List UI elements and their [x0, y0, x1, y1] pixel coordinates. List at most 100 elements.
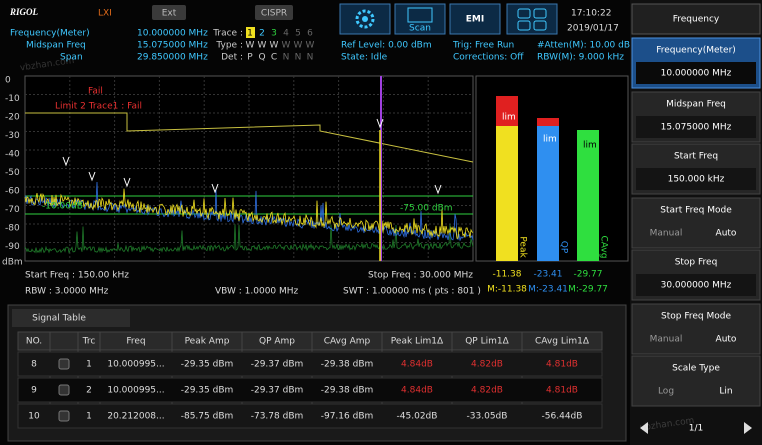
menu-title-box — [631, 3, 761, 35]
table-cell: -97.16 dBm — [321, 412, 374, 422]
page-indicator: 1/1 — [689, 424, 703, 434]
row-checkbox[interactable] — [58, 358, 70, 370]
menu: Frequency Frequency(Meter) 10.000000 MHz Mi… — [630, 0, 762, 445]
layout-icon — [517, 20, 531, 31]
page-next[interactable] — [744, 422, 752, 434]
menu-item-label: Stop Freq — [675, 258, 718, 268]
trace-trace_nums: 1 — [247, 29, 253, 39]
scan-button[interactable] — [394, 3, 446, 35]
y-tick-label: -60 — [5, 187, 20, 197]
trace-label: Trace : — [212, 29, 243, 39]
meter-bar — [537, 126, 559, 261]
menu-value-box — [636, 62, 756, 84]
table-cell: -56.44dB — [542, 412, 583, 422]
column-header: QP Lim1Δ — [465, 337, 509, 347]
menu-item-label: Midspan Freq — [666, 100, 726, 110]
stop-freq: Stop Freq : 30.000 MHz — [368, 271, 473, 281]
menu-title: Frequency — [673, 15, 720, 25]
trig: Trig: Free Run — [452, 41, 514, 51]
trace-trace_nums: 2 — [259, 29, 265, 39]
trace-dets: C — [271, 53, 277, 63]
y-tick-label: -30 — [5, 131, 20, 141]
table-cell: 4.84dB — [401, 386, 433, 396]
table-cell: 4.84dB — [401, 360, 433, 370]
menu-item-value: 150.000 kHz — [668, 175, 725, 185]
menu-option[interactable]: Manual — [650, 229, 683, 239]
swt: SWT : 1.00000 ms ( pts : 801 ) — [343, 287, 481, 297]
row-checkbox[interactable] — [58, 384, 70, 396]
y-tick-label: 0 — [5, 76, 11, 86]
limit-status: Limit 2 Trace1 : Fail — [55, 102, 142, 112]
signal-table-title: Signal Table — [32, 314, 86, 324]
menu-value-box — [636, 274, 756, 296]
menu-option[interactable]: Manual — [650, 335, 683, 345]
menu-option[interactable]: Auto — [716, 335, 737, 345]
ext-button[interactable] — [152, 5, 186, 20]
table-cell: -29.38 dBm — [321, 386, 374, 396]
trace-trace_nums: 5 — [295, 29, 301, 39]
table-cell: 10 — [28, 412, 40, 422]
emi-label: EMI — [466, 15, 484, 25]
menu-item-label: Start Freq — [674, 152, 718, 162]
menu-value-box — [636, 116, 756, 138]
menu-item-label: Start Freq Mode — [660, 206, 732, 216]
atten: #Atten(M): 10.00 dB — [537, 41, 630, 51]
det-label: Det : — [221, 53, 243, 63]
start-freq: Start Freq : 150.00 kHz — [25, 271, 129, 281]
peak-marker — [62, 156, 70, 167]
table-cell: 9 — [31, 386, 37, 396]
meter-bar — [577, 130, 599, 261]
meter-lim: lim — [543, 135, 557, 145]
menu-option[interactable]: Lin — [719, 387, 732, 397]
table-cell: -29.35 dBm — [181, 360, 234, 370]
cispr-button[interactable] — [255, 5, 293, 20]
table-cell: 4.82dB — [471, 360, 503, 370]
meter-over — [537, 118, 559, 126]
peak-marker — [434, 184, 442, 195]
meter-lim: lim — [502, 113, 516, 123]
trace-trace_nums: 4 — [283, 29, 289, 39]
date: 2019/01/17 — [567, 24, 619, 34]
table-cell: -45.02dB — [397, 412, 438, 422]
table-cell: 2 — [86, 386, 92, 396]
table-header — [17, 331, 603, 351]
column-header: Peak Amp — [185, 337, 230, 347]
trace — [24, 224, 474, 254]
trace-info: 1 2 3 4 5 6W W W W W WP Q C N N N — [246, 27, 315, 63]
menu-item[interactable] — [631, 303, 761, 355]
meter-name: QP — [559, 241, 569, 254]
table-cell: -29.37 dBm — [251, 386, 304, 396]
signal-table-tab[interactable] — [12, 309, 130, 327]
column-header: CAvg Lim1Δ — [535, 337, 590, 347]
table-cell: 4.82dB — [471, 386, 503, 396]
y-tick-label: -40 — [5, 150, 20, 160]
table-row — [17, 377, 603, 403]
gear-center — [362, 16, 368, 22]
meter-name: Peak — [518, 236, 528, 258]
trace-dets: P — [247, 53, 253, 63]
ext-label: Ext — [162, 9, 177, 19]
menu-item[interactable] — [631, 197, 761, 249]
scan-label: Scan — [409, 24, 431, 34]
layout-button[interactable] — [506, 3, 558, 35]
column-header: Peak Lim1Δ — [391, 337, 444, 347]
menu-item-value: 15.075000 MHz — [661, 123, 732, 133]
row-checkbox[interactable] — [58, 410, 70, 422]
info-label: Frequency(Meter) — [10, 29, 90, 39]
menu-option[interactable]: Log — [658, 387, 674, 397]
emi-button[interactable] — [449, 3, 501, 35]
y-tick-label: -80 — [5, 224, 20, 234]
table-cell: 8 — [31, 360, 37, 370]
table-cell: -29.35 dBm — [181, 386, 234, 396]
menu-option[interactable]: Auto — [716, 229, 737, 239]
layout-icon — [517, 8, 531, 19]
table-cell: 10.000995... — [107, 360, 164, 370]
state: State: Idle — [341, 53, 388, 63]
time: 17:10:22 — [571, 9, 611, 19]
column-header: Freq — [126, 337, 145, 347]
menu-item[interactable] — [631, 355, 761, 407]
page-prev[interactable] — [640, 422, 648, 434]
trace-trace_nums: 6 — [307, 29, 313, 39]
meter-over — [496, 96, 518, 126]
gear-icon — [355, 9, 375, 29]
